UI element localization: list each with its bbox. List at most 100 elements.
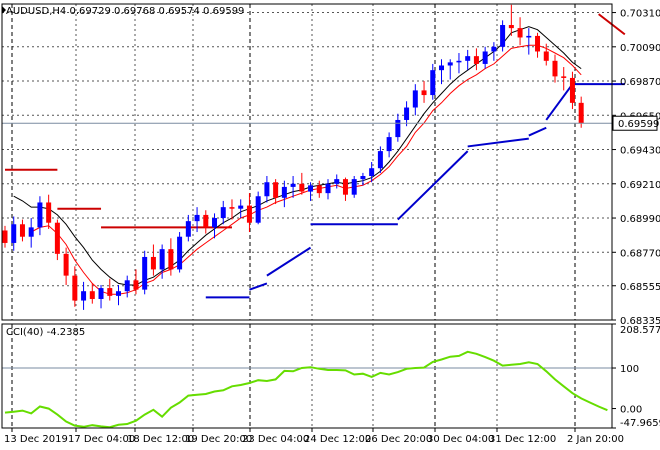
candle [142, 250, 148, 295]
price-tick-label: 0.68990 [620, 214, 660, 225]
candle-body [561, 76, 567, 78]
cci-title: CCI(40) -4.2385 [6, 327, 85, 338]
candle-body [54, 222, 60, 254]
candle [54, 219, 60, 261]
time-tick-label: 31 Dec 12:00 [489, 434, 556, 445]
candle-body [238, 205, 244, 209]
candle [28, 218, 34, 248]
price-tick-label: 0.68555 [620, 282, 660, 293]
price-tick-label: 0.69430 [620, 146, 660, 157]
candle [194, 207, 200, 233]
candle [168, 238, 174, 276]
candle-body [194, 214, 200, 222]
price-panel-frame [1, 3, 613, 321]
candle [465, 49, 471, 71]
candle [185, 214, 191, 242]
price-session-lines [11, 4, 576, 320]
cci-line [4, 350, 608, 429]
time-tick-label: 24 Dec 12:00 [304, 434, 371, 445]
candle-body [142, 256, 148, 290]
candle [37, 196, 43, 236]
candle [404, 101, 410, 127]
candle-body [28, 227, 34, 237]
candle [517, 17, 523, 46]
candle-body [535, 35, 541, 52]
candle [473, 48, 479, 71]
candle-body [482, 51, 488, 64]
candle [325, 179, 331, 200]
candle-body [150, 256, 156, 270]
stop-below-segment [249, 282, 268, 291]
candle [351, 176, 357, 198]
candle [569, 71, 575, 110]
price-tick-label: 0.68770 [620, 248, 660, 259]
candle-body [115, 291, 121, 296]
candle-body [421, 90, 427, 96]
candle-body [98, 288, 104, 299]
candle [246, 193, 252, 233]
candle-body [299, 183, 305, 192]
price-tick-label: 0.69210 [620, 180, 660, 191]
chart-title: AUDUSD,H4 0.69729 0.69768 0.69574 0.6959… [6, 6, 244, 17]
candle-body [220, 207, 226, 219]
candle-body [168, 249, 174, 270]
candle [482, 46, 488, 69]
cci-axis: 208.5778 100 0.00 -47.9659 [612, 323, 660, 429]
candle [133, 269, 139, 295]
candle-body [334, 179, 340, 184]
candle [456, 53, 462, 74]
candle [115, 284, 121, 306]
candle-body [46, 202, 52, 223]
candle-body [386, 137, 392, 152]
candle [98, 284, 104, 309]
candle [203, 210, 209, 234]
candle [89, 283, 95, 304]
candle-body [107, 288, 113, 296]
candle [107, 278, 113, 301]
price-grid [2, 12, 612, 287]
cci-panel-frame [1, 323, 613, 429]
candle-body [229, 207, 235, 209]
cci-tick-label: 0.00 [620, 405, 642, 416]
candle-body [508, 25, 514, 29]
candle-body [342, 179, 348, 195]
candle-body [72, 275, 78, 301]
candle-body [185, 221, 191, 237]
candle [72, 266, 78, 307]
candle [386, 132, 392, 158]
candle-body [526, 35, 532, 38]
current-price-tag: 0.69599 [612, 115, 659, 131]
candle-body [177, 236, 183, 270]
candle [177, 232, 183, 273]
candle [264, 176, 270, 203]
stop-below-segment [545, 83, 574, 121]
candle [500, 20, 506, 52]
candle-body [290, 183, 296, 187]
candle-body [456, 60, 462, 63]
stop-below-segment [528, 126, 547, 137]
candle-body [63, 253, 69, 276]
time-tick-label: 19 Dec 20:00 [185, 434, 252, 445]
candle-body [81, 291, 87, 301]
candle-body [246, 205, 252, 223]
candle-body [491, 46, 497, 52]
candle-body [133, 280, 139, 290]
candles [2, 4, 584, 310]
candle-body [517, 28, 523, 38]
candle-body [316, 185, 322, 194]
candle [360, 172, 366, 186]
candle [447, 59, 453, 80]
candle-body [543, 51, 549, 61]
time-tick-label: 26 Dec 20:00 [365, 434, 432, 445]
symbol-arrow-icon [2, 6, 6, 14]
time-tick-label: 30 Dec 04:00 [427, 434, 494, 445]
time-tick-label: 17 Dec 04:00 [68, 434, 135, 445]
candle [150, 244, 156, 276]
candle-body [473, 56, 479, 64]
triangle-icon [2, 6, 6, 14]
candle-body [447, 62, 453, 66]
candle [535, 32, 541, 58]
candle-body [124, 280, 130, 292]
candle-body [404, 107, 410, 120]
candle-body [430, 70, 436, 96]
